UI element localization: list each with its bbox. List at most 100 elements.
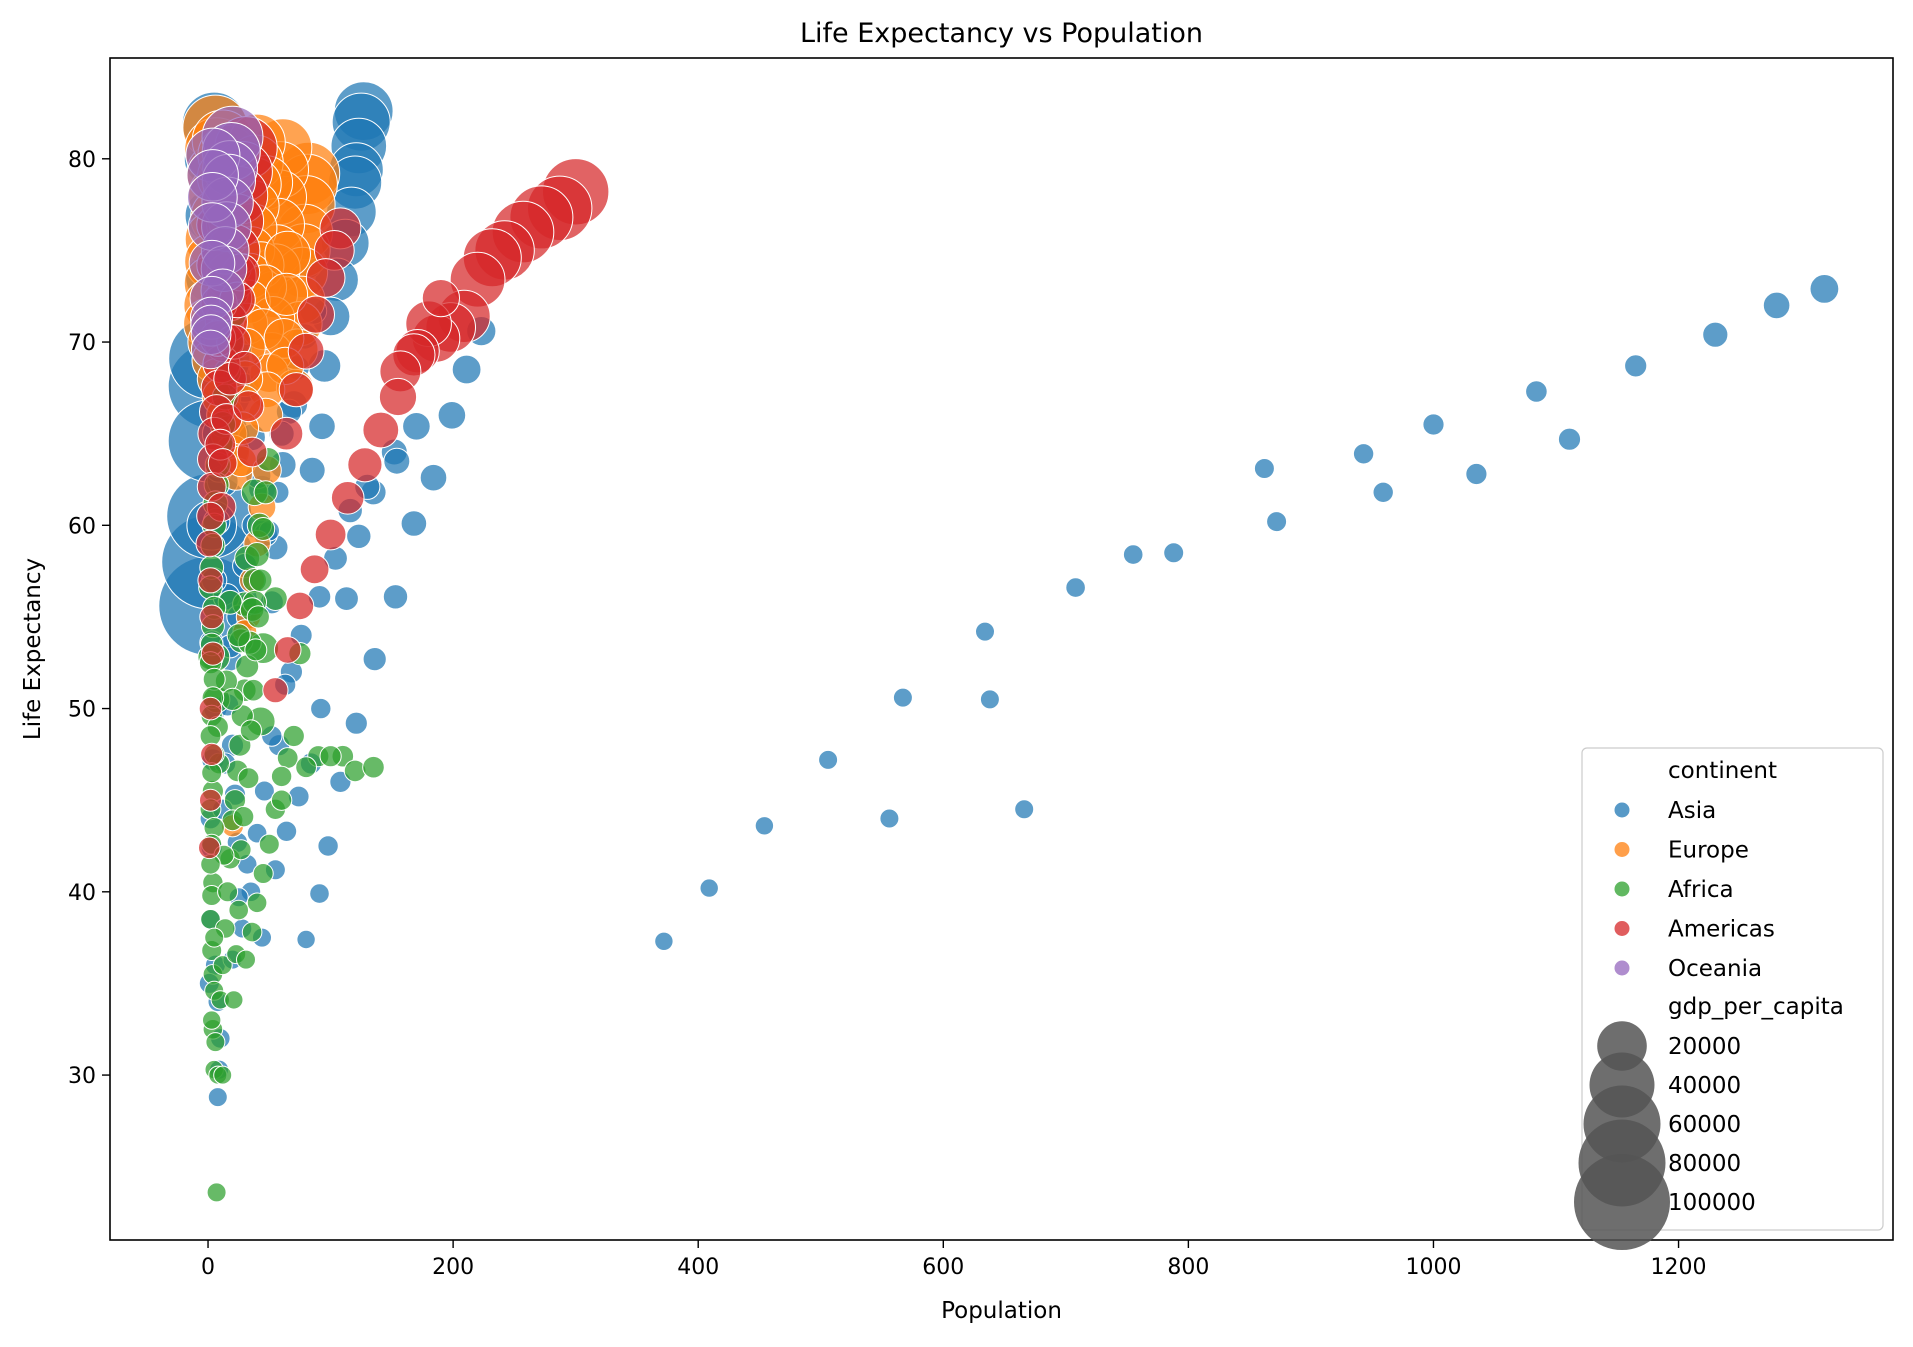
- point-africa: [244, 638, 268, 662]
- point-africa: [248, 568, 273, 593]
- point-americas: [305, 258, 346, 298]
- point-asia: [334, 586, 359, 611]
- point-asia: [1266, 511, 1288, 533]
- point-asia: [892, 687, 913, 708]
- x-tick-label: 600: [922, 1255, 964, 1280]
- y-tick-label: 50: [68, 698, 96, 723]
- legend: continent Asia Europe Africa Americas Oceania…: [1574, 747, 1884, 1250]
- point-americas: [296, 295, 335, 334]
- point-asia: [654, 931, 674, 951]
- point-africa: [228, 899, 249, 921]
- point-africa: [251, 517, 276, 541]
- point-americas: [195, 529, 224, 558]
- point-asia: [1624, 354, 1648, 378]
- point-asia: [699, 878, 719, 898]
- point-africa: [258, 833, 280, 855]
- x-tick-label: 400: [677, 1255, 719, 1280]
- point-africa: [220, 687, 245, 712]
- point-africa: [253, 480, 278, 505]
- legend-label-americas: Americas: [1668, 917, 1775, 943]
- point-africa: [217, 881, 239, 903]
- point-americas: [196, 501, 225, 531]
- point-africa: [242, 678, 265, 702]
- legend-marker-oceania: [1614, 960, 1630, 976]
- point-asia: [317, 835, 339, 857]
- point-asia: [1352, 443, 1375, 465]
- point-africa: [202, 1010, 222, 1030]
- point-europe: [264, 272, 309, 316]
- point-asia: [1702, 321, 1729, 348]
- point-asia: [754, 816, 775, 836]
- point-asia: [879, 808, 900, 829]
- point-africa: [362, 755, 385, 779]
- point-africa: [343, 759, 367, 783]
- x-tick-label: 1000: [1405, 1255, 1461, 1280]
- legend-marker-americas: [1614, 921, 1630, 936]
- point-asia: [207, 1087, 228, 1108]
- point-africa: [206, 1182, 227, 1203]
- point-asia: [1525, 380, 1548, 403]
- point-asia: [1422, 413, 1445, 436]
- point-asia: [1065, 577, 1086, 598]
- point-asia: [400, 510, 428, 537]
- point-americas: [228, 350, 262, 385]
- point-americas: [199, 788, 222, 812]
- point-oceania: [190, 329, 231, 370]
- point-africa: [270, 789, 293, 811]
- point-africa: [263, 586, 288, 611]
- point-asia: [1122, 544, 1144, 565]
- point-asia: [253, 780, 275, 802]
- point-asia: [1253, 458, 1275, 479]
- point-asia: [402, 412, 431, 441]
- legend-size-label: 20000: [1668, 1034, 1741, 1060]
- plot-frame: [109, 57, 1894, 1241]
- point-asia: [362, 647, 387, 672]
- point-asia: [1372, 481, 1394, 503]
- point-africa: [226, 623, 251, 648]
- point-asia: [979, 689, 1000, 710]
- legend-label-europe: Europe: [1668, 838, 1749, 864]
- point-americas: [287, 332, 325, 370]
- point-americas: [200, 641, 225, 666]
- point-americas: [198, 696, 223, 721]
- point-africa: [246, 605, 270, 629]
- x-tick-label: 0: [201, 1255, 215, 1280]
- point-americas: [299, 554, 330, 585]
- point-asia: [308, 412, 336, 441]
- y-tick-label: 30: [68, 1064, 96, 1089]
- point-africa: [239, 719, 262, 742]
- point-asia: [298, 456, 326, 484]
- legend-hue-title: continent: [1668, 758, 1777, 784]
- y-tick-label: 40: [68, 881, 96, 906]
- point-americas: [330, 481, 365, 515]
- point-americas: [262, 677, 289, 704]
- legend-size-label: 40000: [1668, 1073, 1741, 1099]
- point-africa: [212, 955, 233, 976]
- point-asia: [1465, 462, 1488, 486]
- point-africa: [232, 806, 255, 828]
- point-asia: [296, 929, 316, 950]
- legend-size-title: gdp_per_capita: [1668, 994, 1844, 1020]
- point-asia: [382, 584, 409, 610]
- point-asia: [275, 820, 298, 842]
- point-americas: [232, 390, 265, 423]
- point-asia: [975, 621, 995, 642]
- x-tick-label: 1200: [1651, 1255, 1707, 1280]
- legend-size-marker: [1574, 1154, 1670, 1250]
- point-americas: [273, 636, 302, 664]
- point-asia: [1762, 291, 1791, 320]
- point-africa: [213, 1065, 233, 1085]
- legend-size-label: 80000: [1668, 1151, 1741, 1177]
- point-africa: [295, 756, 318, 779]
- point-africa: [252, 863, 274, 884]
- point-asia: [437, 401, 467, 430]
- y-tick-label: 80: [68, 148, 96, 173]
- point-africa: [246, 892, 268, 914]
- point-africa: [237, 767, 260, 790]
- point-americas: [347, 447, 383, 483]
- y-axis-label: Life Expectancy: [20, 558, 46, 740]
- x-tick-label: 200: [432, 1255, 474, 1280]
- point-americas: [200, 742, 224, 767]
- point-asia: [419, 463, 448, 492]
